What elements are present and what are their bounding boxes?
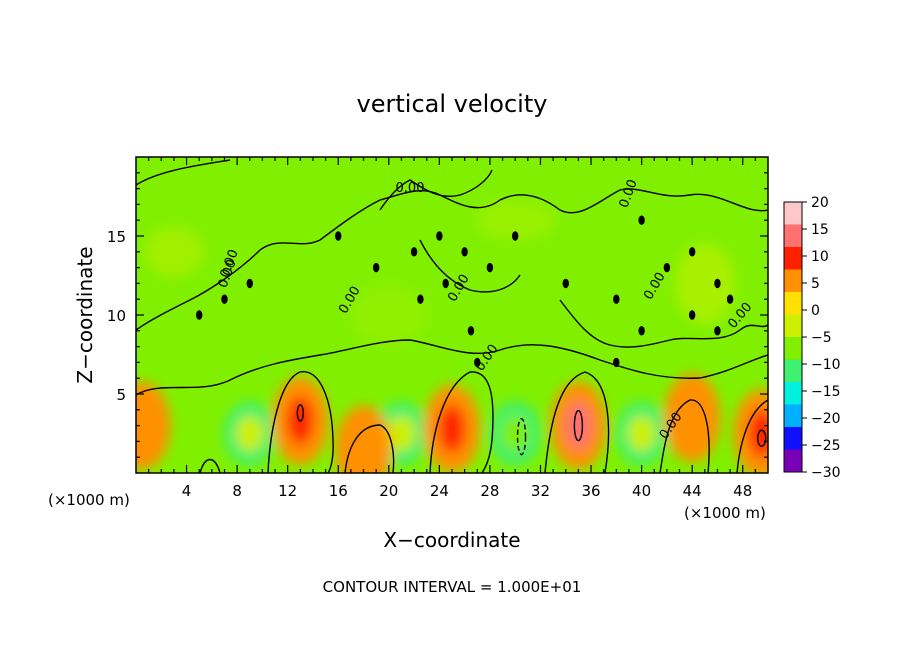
contour-blip — [562, 278, 569, 289]
colorbar: 20 15 10 5 0 −5 −10 −15 −20 −25 −30 — [783, 195, 841, 481]
downdraft-core — [235, 415, 264, 452]
colorbar-tick-label: 15 — [811, 222, 829, 238]
colorbar-tick-label: −25 — [811, 438, 841, 454]
x-tick-label: 12 — [278, 482, 297, 500]
x-unit-left: (×1000 m) — [48, 491, 130, 509]
colorbar-ticks: 20 15 10 5 0 −5 −10 −15 −20 −25 −30 — [802, 195, 841, 481]
colorbar-tick-label: −5 — [811, 330, 832, 346]
zero-contour — [419, 239, 521, 293]
colorbar-tick-label: 10 — [811, 249, 829, 265]
updraft-region — [136, 401, 156, 450]
contour-blip — [195, 310, 203, 320]
y-tick-labels: 5 10 15 — [107, 228, 126, 404]
x-tick-label: 48 — [733, 482, 752, 500]
chart-title: vertical velocity — [357, 90, 548, 118]
x-tick-label: 4 — [182, 482, 192, 500]
contour-blip — [726, 294, 734, 304]
colorbar-tick-label: −30 — [811, 465, 841, 481]
updraft-region — [350, 425, 377, 473]
contour-label: 0.00 — [396, 181, 425, 196]
downdraft-core — [387, 415, 416, 452]
field-patch — [143, 226, 204, 277]
updraft-region — [679, 393, 706, 442]
zero-contour — [136, 339, 768, 396]
velocity-field — [136, 200, 768, 473]
downdraft-core — [501, 415, 530, 452]
colorbar-tick-label: −15 — [811, 384, 841, 400]
contour-blip — [512, 231, 519, 241]
colorbar-tick-label: 20 — [811, 195, 829, 211]
updraft-region — [565, 401, 592, 450]
zero-contour — [344, 424, 395, 473]
contour-blip — [714, 278, 721, 289]
x-tick-label: 36 — [581, 482, 600, 500]
x-tick-label: 8 — [232, 482, 242, 500]
contour-blip — [613, 294, 620, 304]
x-tick-label: 44 — [683, 482, 702, 500]
contour-blip — [688, 310, 696, 320]
zero-contour — [544, 371, 610, 473]
x-tick-label: 40 — [632, 482, 651, 500]
contour-blip — [335, 231, 342, 241]
contour-lines — [136, 159, 768, 473]
contour-blip — [372, 262, 380, 273]
contour-blip — [486, 262, 494, 273]
y-axis-label: Z−coordinate — [73, 246, 97, 383]
axis-ticks — [136, 157, 768, 473]
x-axis-label: X−coordinate — [383, 528, 520, 552]
contour-blip — [638, 326, 645, 336]
y-tick-label: 10 — [107, 307, 126, 325]
contour-interval-note: CONTOUR INTERVAL = 1.000E+01 — [323, 578, 582, 596]
field-patch — [475, 200, 556, 241]
y-tick-label: 15 — [107, 228, 126, 246]
closed-contour — [516, 417, 527, 456]
closed-contour — [756, 429, 767, 447]
contour-blip — [442, 278, 449, 289]
contour-blip — [688, 247, 696, 257]
colorbar-tick-label: 5 — [811, 276, 820, 292]
plot-area: 0.000.00 0.000.00 0.000.000.000.000.000.00 — [135, 156, 769, 474]
contour-blip — [461, 247, 468, 257]
contour-blip — [467, 326, 475, 336]
x-tick-labels: 4 8 12 16 20 24 28 32 36 40 44 48 — [182, 482, 752, 500]
closed-contour — [296, 404, 305, 422]
zero-contour — [559, 299, 768, 348]
contour-blip — [417, 294, 424, 304]
zero-contour — [429, 371, 494, 473]
contour-blip — [436, 231, 443, 241]
contour-blip — [714, 326, 721, 336]
contour-blip — [663, 262, 671, 273]
zero-contour — [379, 169, 493, 211]
field-patch — [348, 285, 429, 345]
downdraft-core — [627, 415, 656, 452]
x-tick-label: 16 — [329, 482, 348, 500]
zero-contour — [659, 399, 710, 473]
contour-blip — [246, 278, 253, 289]
field-patch — [674, 243, 735, 324]
closed-contour — [573, 409, 584, 442]
zero-contour — [136, 159, 231, 186]
colorbar-bar — [783, 201, 803, 473]
contour-blip — [474, 357, 481, 368]
updraft-region — [439, 404, 465, 453]
colorbar-tick-label: −20 — [811, 411, 841, 427]
x-tick-label: 20 — [379, 482, 398, 500]
contour-blip — [410, 247, 418, 257]
zero-contour — [199, 458, 221, 473]
contour-blip — [638, 215, 645, 225]
contour-blip — [613, 357, 620, 368]
x-tick-label: 24 — [430, 482, 449, 500]
zero-contour — [736, 399, 768, 473]
x-tick-label: 28 — [480, 482, 499, 500]
contour-blip — [221, 294, 228, 304]
colorbar-tick-label: −10 — [811, 357, 841, 373]
colorbar-tick-label: 0 — [811, 303, 820, 319]
x-tick-label: 32 — [531, 482, 550, 500]
zero-contour — [267, 371, 334, 473]
y-tick-label: 5 — [116, 386, 126, 404]
x-unit-right: (×1000 m) — [684, 504, 766, 522]
